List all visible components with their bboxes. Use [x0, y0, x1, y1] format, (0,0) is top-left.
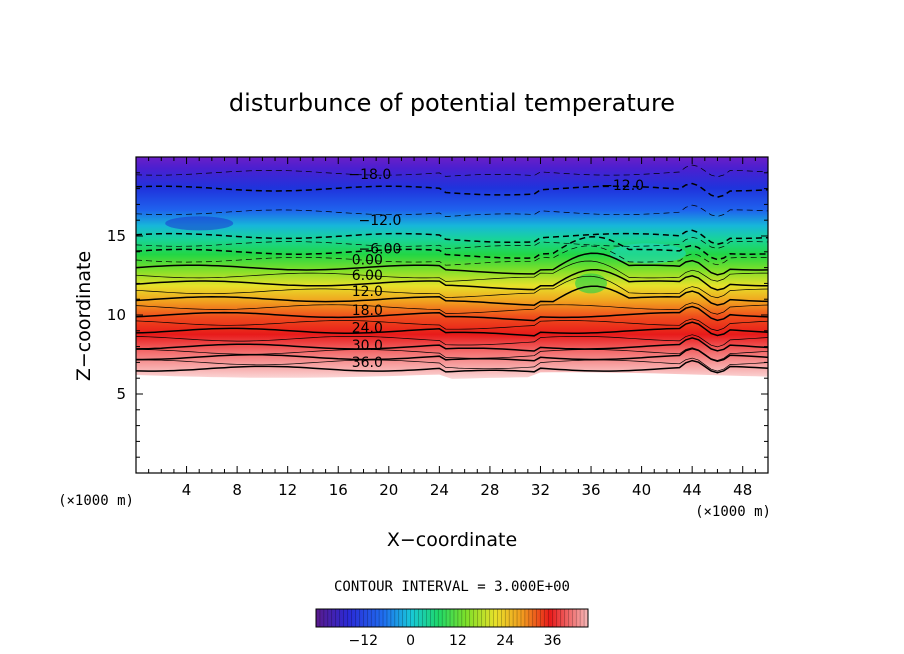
- cold-patch: [165, 216, 234, 231]
- contour-label: 36.0: [352, 355, 383, 371]
- chart-title: disturbunce of potential temperature: [229, 89, 675, 117]
- y-tick-label: 15: [107, 227, 126, 245]
- colorbar-fill: [316, 609, 588, 627]
- contour-line: [136, 182, 768, 198]
- x-axis-title: X−coordinate: [387, 529, 517, 551]
- contour-line: [136, 252, 768, 276]
- field-area: [136, 157, 768, 379]
- contour-line: [136, 347, 768, 362]
- colorbar-tick-label: −12: [349, 633, 379, 649]
- y-tick-label: 5: [116, 385, 126, 403]
- x-axis: 4 8 12 16 20 24 28 32 36 40 44 48: [148, 157, 756, 499]
- y-axis-title: Z−coordinate: [73, 251, 95, 381]
- x-tick-label: 32: [531, 481, 550, 499]
- contour-line: [136, 260, 768, 282]
- contour-line: [136, 334, 768, 348]
- contour-interval-text: CONTOUR INTERVAL = 3.000E+00: [334, 579, 570, 595]
- y-tick-label: 10: [107, 306, 126, 324]
- contour-line: [136, 236, 768, 250]
- contour-line: [136, 164, 768, 178]
- contour-label: 0.00: [352, 252, 383, 268]
- y-unit-label: (×1000 m): [58, 493, 134, 509]
- colorbar-frame: [315, 608, 589, 628]
- contour-line: [136, 321, 768, 337]
- x-tick-label: 24: [430, 481, 449, 499]
- contour-line: [136, 236, 768, 261]
- x-tick-label: 16: [329, 481, 348, 499]
- contour-label: 18.0: [352, 303, 383, 319]
- contour-line: [136, 357, 768, 372]
- contour-line: [136, 245, 768, 266]
- contour-line: [136, 305, 768, 322]
- contour-line: [136, 302, 768, 315]
- x-tick-label: 28: [480, 481, 499, 499]
- colorbar-tick-label: 24: [496, 633, 514, 649]
- x-tick-label: 44: [683, 481, 702, 499]
- contour-label: 12.0: [352, 284, 383, 300]
- x-unit-label: (×1000 m): [695, 504, 771, 520]
- colorbar-tick-label: 36: [544, 633, 562, 649]
- x-tick-label: 36: [581, 481, 600, 499]
- contour-label: 6.00: [352, 268, 383, 284]
- x-tick-label: 48: [733, 481, 752, 499]
- colorbar-tick-label: 12: [449, 633, 467, 649]
- y-axis: 5 10 15: [107, 172, 768, 458]
- contour-fill: [136, 157, 768, 379]
- contour-lines: [136, 164, 768, 374]
- contour-label: −12.0: [358, 213, 401, 229]
- x-tick-label: 4: [182, 481, 192, 499]
- contour-label: −12.0: [601, 178, 644, 194]
- disturbance-patch: [609, 243, 686, 264]
- contour-label: −6.00: [358, 241, 401, 257]
- x-tick-label: 40: [632, 481, 651, 499]
- contour-line: [136, 229, 768, 246]
- contour-label: 24.0: [352, 320, 383, 336]
- colorbar-tick-label: 0: [406, 633, 415, 649]
- colorbar-ticks: −12 0 12 24 36: [349, 633, 562, 649]
- contour-line: [136, 285, 768, 306]
- contour-line: [136, 347, 768, 361]
- contour-line: [136, 204, 768, 217]
- contour-line: [136, 275, 768, 299]
- contour-label: 30.0: [352, 338, 383, 354]
- x-tick-label: 20: [379, 481, 398, 499]
- colorbar: [315, 608, 589, 628]
- disturbance-patch: [575, 273, 608, 294]
- contour-line: [136, 359, 768, 374]
- colorbar-bins: [315, 609, 589, 627]
- contour-line: [136, 337, 768, 352]
- contour-label: −18.0: [348, 167, 391, 183]
- contour-line: [136, 318, 768, 331]
- x-tick-label: 8: [232, 481, 242, 499]
- contour-line: [136, 269, 768, 291]
- x-tick-label: 12: [278, 481, 297, 499]
